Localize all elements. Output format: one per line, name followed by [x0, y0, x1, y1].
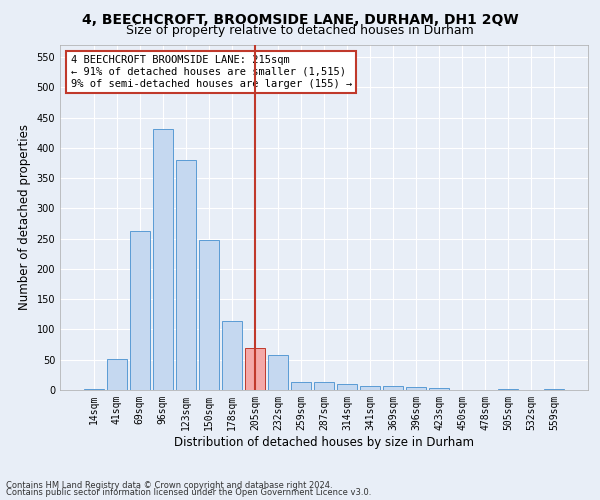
Bar [153, 128, 173, 390]
Bar [199, 240, 218, 390]
Bar [176, 160, 196, 390]
Bar [107, 359, 127, 390]
Bar [245, 348, 265, 390]
Text: 4, BEECHCROFT, BROOMSIDE LANE, DURHAM, DH1 2QW: 4, BEECHCROFT, BROOMSIDE LANE, DURHAM, D… [82, 12, 518, 26]
Y-axis label: Number of detached properties: Number of detached properties [18, 124, 31, 310]
Bar [84, 389, 104, 390]
Text: Contains public sector information licensed under the Open Government Licence v3: Contains public sector information licen… [6, 488, 371, 497]
Bar [130, 231, 149, 390]
Bar [430, 388, 449, 390]
Bar [406, 387, 426, 390]
Text: Size of property relative to detached houses in Durham: Size of property relative to detached ho… [126, 24, 474, 37]
Bar [268, 355, 288, 390]
Text: 4 BEECHCROFT BROOMSIDE LANE: 215sqm
← 91% of detached houses are smaller (1,515): 4 BEECHCROFT BROOMSIDE LANE: 215sqm ← 91… [71, 56, 352, 88]
Bar [314, 382, 334, 390]
Text: Contains HM Land Registry data © Crown copyright and database right 2024.: Contains HM Land Registry data © Crown c… [6, 480, 332, 490]
Bar [222, 321, 242, 390]
Bar [291, 382, 311, 390]
X-axis label: Distribution of detached houses by size in Durham: Distribution of detached houses by size … [174, 436, 474, 448]
Bar [360, 386, 380, 390]
Bar [383, 386, 403, 390]
Bar [337, 384, 357, 390]
